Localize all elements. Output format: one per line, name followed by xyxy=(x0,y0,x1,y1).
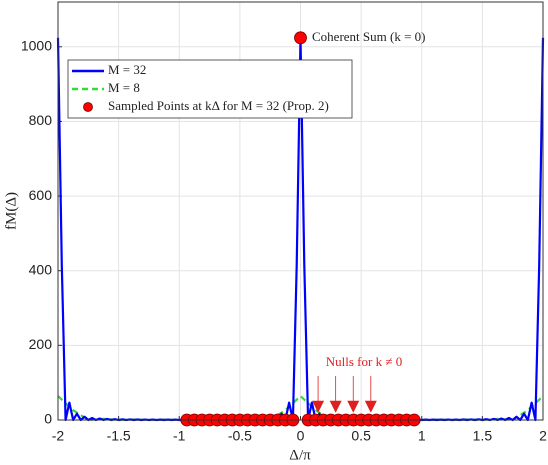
legend-box xyxy=(67,59,353,119)
annotation-arrow xyxy=(347,400,360,413)
x-tick-label: 0 xyxy=(297,428,305,444)
x-tick-label: -1.5 xyxy=(107,428,131,444)
x-tick-label: 1.5 xyxy=(473,428,493,444)
legend: M = 32 M = 8 Sampled Points at kΔ for M = … xyxy=(67,59,353,119)
y-tick-label: 200 xyxy=(29,336,53,352)
x-tick-label: -1 xyxy=(173,428,186,444)
x-tick-label: 1 xyxy=(418,428,426,444)
legend-label: M = 8 xyxy=(108,80,140,95)
y-axis-label: fM(Δ) xyxy=(3,192,19,230)
annotation-arrow xyxy=(312,400,325,413)
y-tick-label: 600 xyxy=(29,187,53,203)
annotation: Coherent Sum (k = 0) xyxy=(312,29,425,44)
annotation-arrow xyxy=(364,400,377,413)
x-tick-label: -0.5 xyxy=(228,428,252,444)
y-tick-label: 1000 xyxy=(21,37,52,53)
x-tick-label: 2 xyxy=(539,428,547,444)
y-tick-label: 800 xyxy=(29,112,53,128)
y-tick-label: 0 xyxy=(44,411,52,427)
data-point xyxy=(294,31,307,45)
axes-box xyxy=(57,1,544,421)
legend-label: M = 32 xyxy=(108,62,146,77)
legend-marker xyxy=(83,102,93,112)
x-axis-label: Δ/π xyxy=(289,447,311,463)
annotation: Nulls for k ≠ 0 xyxy=(326,354,402,369)
legend-label: Sampled Points at kΔ for M = 32 (Prop. 2… xyxy=(108,98,329,113)
annotation-arrow xyxy=(329,400,342,413)
x-tick-label: -2 xyxy=(52,428,65,444)
x-tick-label: 0.5 xyxy=(351,428,371,444)
y-tick-label: 400 xyxy=(29,261,53,277)
